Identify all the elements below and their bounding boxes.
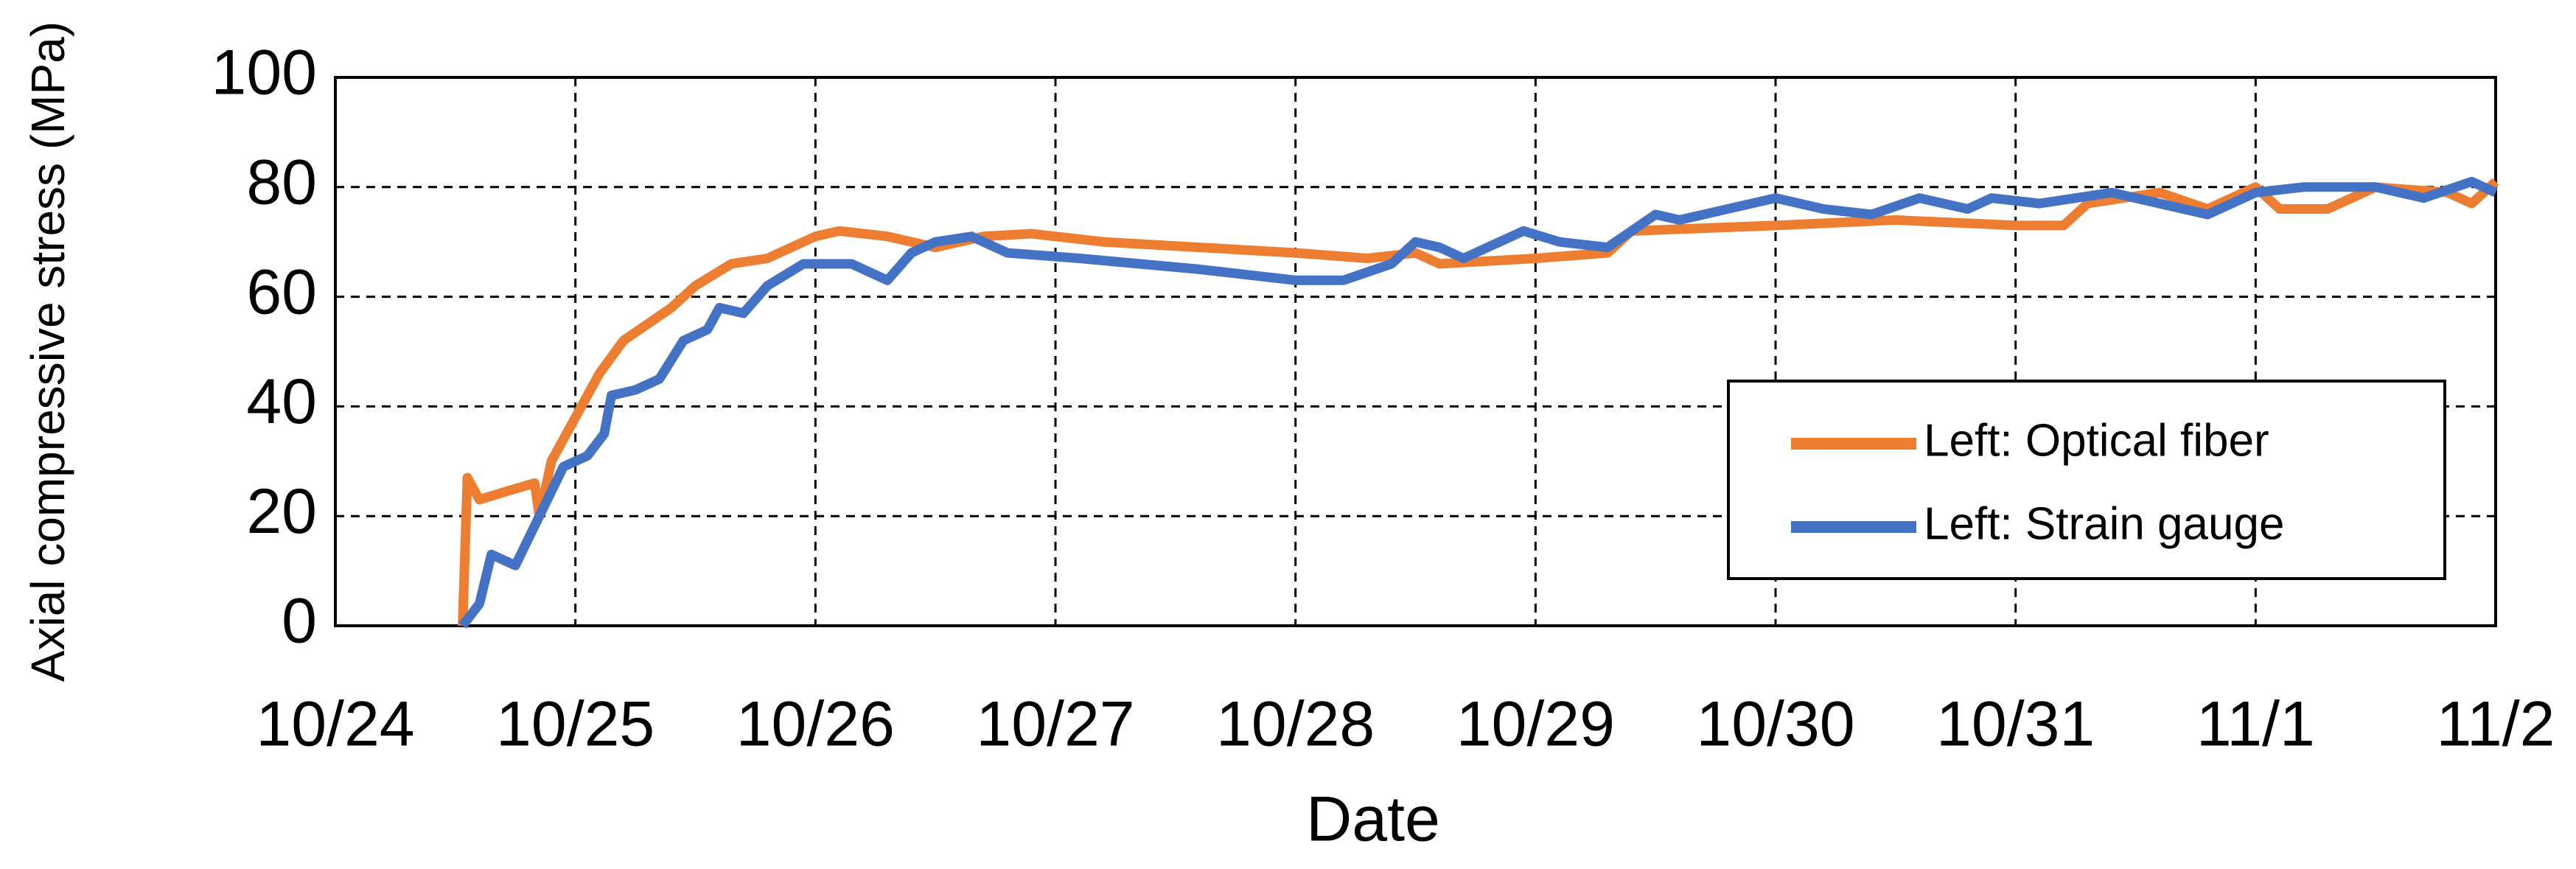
data-line [458, 176, 2498, 629]
y-tick-label: 100 [212, 38, 318, 108]
y-tick-label: 60 [246, 256, 317, 327]
x-tick-label: 11/1 [2196, 689, 2315, 760]
y-tick-label: 20 [246, 476, 317, 547]
x-tick-label: 10/26 [736, 689, 895, 760]
x-tick-label: 10/31 [1936, 689, 2095, 760]
y-tick-label: 80 [246, 147, 317, 218]
plot-frame [334, 76, 2497, 627]
legend-box [1727, 380, 2446, 580]
x-tick-label: 10/24 [256, 689, 414, 760]
x-tick-label: 10/29 [1456, 689, 1615, 760]
legend-label: Left: Strain gauge [1924, 498, 2284, 549]
x-tick-label: 10/27 [976, 689, 1134, 760]
x-tick-label: 10/25 [496, 689, 655, 760]
y-tick-label: 0 [282, 586, 317, 657]
x-tick-label: 10/28 [1216, 689, 1375, 760]
y-tick-label: 40 [246, 366, 317, 437]
legend-label: Left: Optical fiber [1924, 415, 2269, 466]
x-tick-label: 10/30 [1696, 689, 1854, 760]
x-tick-label: 11/2 [2437, 689, 2555, 760]
data-line [458, 178, 2499, 627]
x-axis-label: Date [1306, 784, 1440, 855]
y-axis-label: Axial compressive stress (MPa) [21, 21, 74, 682]
